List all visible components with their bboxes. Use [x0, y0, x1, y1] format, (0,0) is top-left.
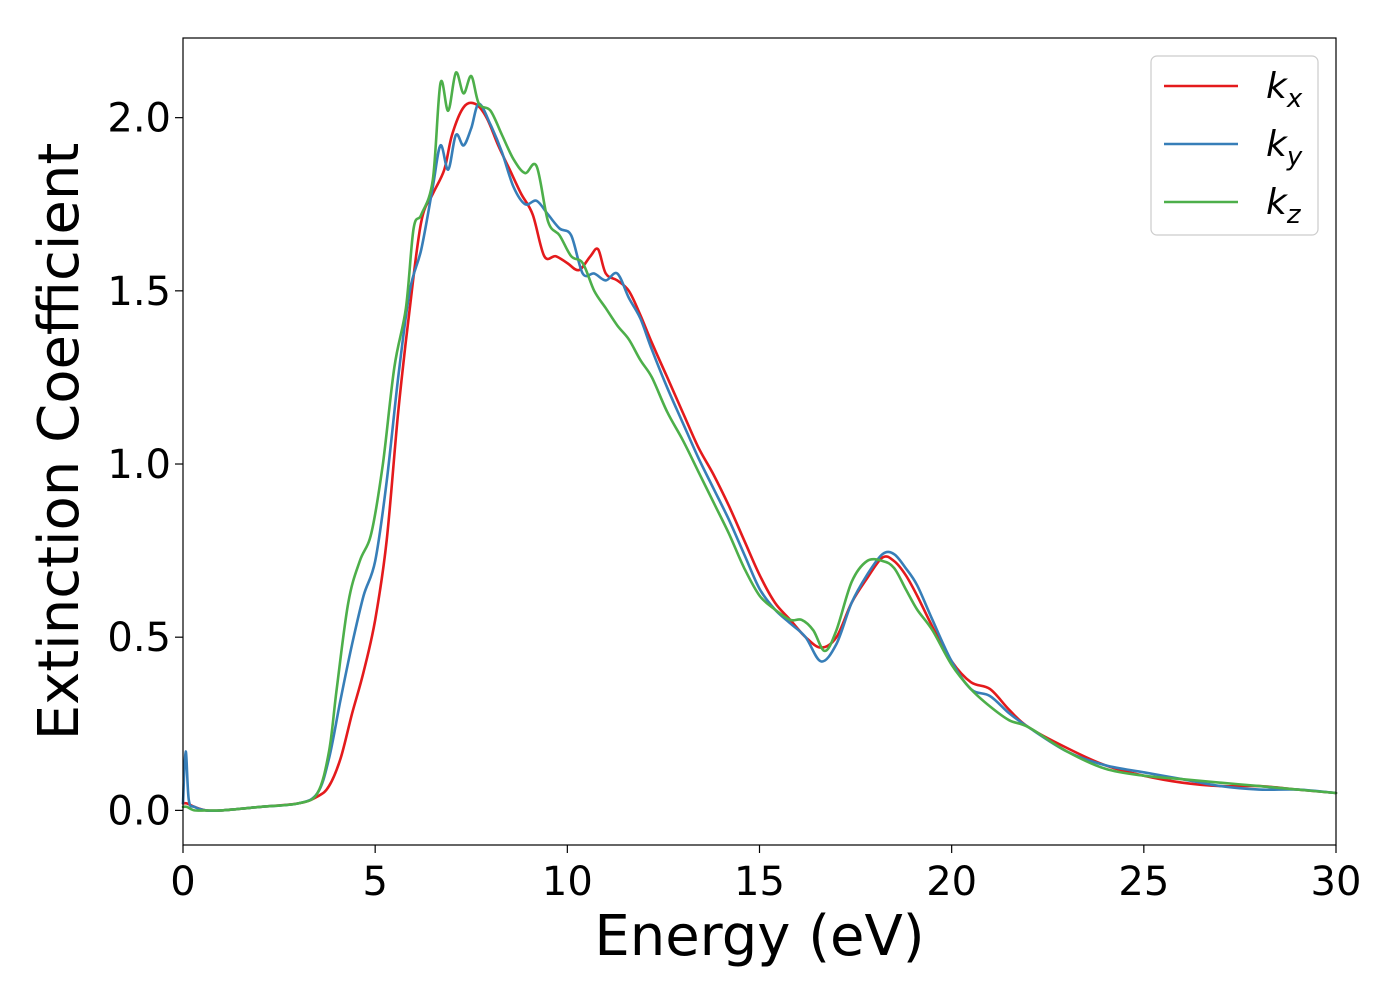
y-tick-label: 2.0 [107, 96, 171, 142]
legend-label-ky: ky [1266, 124, 1303, 172]
y-tick-label: 1.0 [107, 442, 171, 488]
x-tick-label: 20 [926, 859, 977, 905]
series-line-ky [181, 102, 1338, 813]
series-layer [181, 71, 1338, 813]
y-tick-label: 1.5 [107, 269, 171, 315]
legend-label-kx: kx [1266, 66, 1303, 114]
legend-box [1150, 55, 1319, 236]
x-tick-label: 25 [1118, 859, 1169, 905]
legend-label-kz: kz [1266, 182, 1302, 230]
x-tick-label: 5 [362, 859, 387, 905]
series-line-kz [181, 71, 1338, 812]
x-tick-label: 10 [542, 859, 593, 905]
y-tick-label: 0.5 [107, 615, 171, 661]
x-axis-title: Energy (eV) [594, 904, 924, 969]
ticks-layer: 0 5 10 15 20 25 30 0.0 0.5 1.0 1.5 2.0 [107, 96, 1361, 905]
y-tick-label: 0.0 [107, 788, 171, 834]
x-tick-label: 0 [170, 859, 195, 905]
y-axis-title: Extinction Coefficient [27, 143, 92, 741]
x-tick-label: 15 [734, 859, 785, 905]
legend: kx ky kz [1150, 55, 1319, 236]
x-tick-label: 30 [1311, 859, 1362, 905]
